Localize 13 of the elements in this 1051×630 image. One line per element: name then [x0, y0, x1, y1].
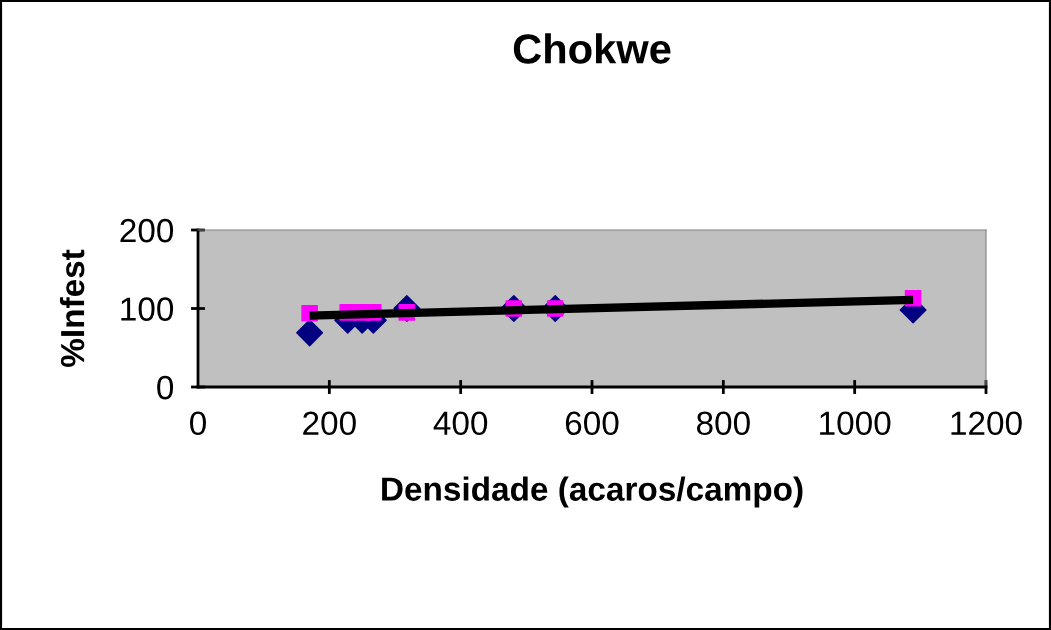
x-tick-label: 1200: [951, 411, 1022, 436]
x-tick-label: 200: [303, 411, 356, 436]
x-tick-label: 600: [565, 411, 619, 436]
y-tick-label: 0: [157, 375, 174, 400]
y-axis-title: %Infest: [59, 249, 85, 367]
y-tick-label: 200: [120, 218, 174, 243]
x-tick-label: 400: [433, 411, 488, 436]
chart-title: Chokwe: [513, 33, 671, 64]
y-tick-label: 100: [121, 297, 174, 321]
x-axis-title: Densidade (acaros/campo): [382, 476, 803, 508]
x-tick-label: 0: [190, 411, 206, 436]
x-tick-label: 1000: [820, 411, 891, 436]
x-tick-label: 800: [696, 411, 750, 436]
